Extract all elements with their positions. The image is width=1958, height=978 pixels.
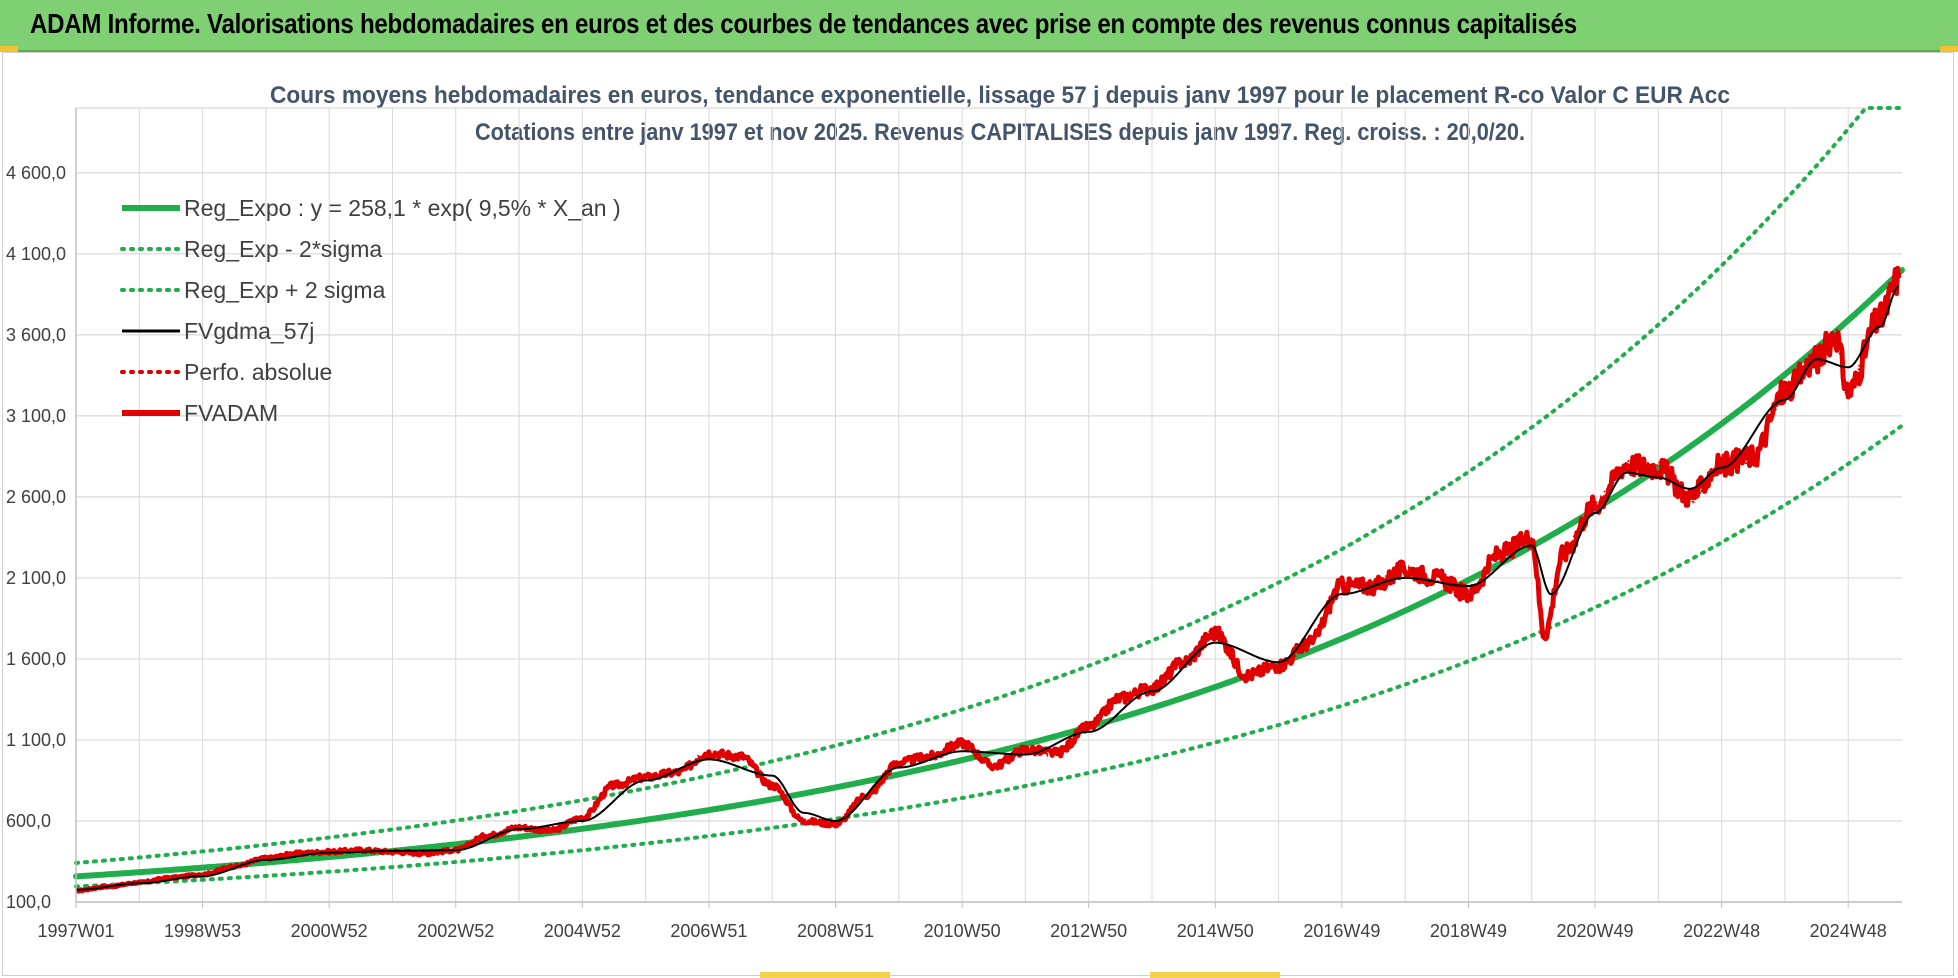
x-tick-label: 2020W49: [1556, 921, 1633, 941]
x-tick-label: 2000W52: [291, 921, 368, 941]
x-tick-label: 2012W50: [1050, 921, 1127, 941]
y-tick-label: 3 100,0: [6, 406, 66, 426]
y-tick-label: 3 600,0: [6, 325, 66, 345]
x-tick-label: 2018W49: [1430, 921, 1507, 941]
bottom-tab-1: [760, 972, 890, 978]
corner-marker-left: [0, 46, 18, 52]
x-tick-label: 2002W52: [417, 921, 494, 941]
x-tick-label: 2016W49: [1303, 921, 1380, 941]
series-reg-exp-minus-2-sigma: [74, 423, 1904, 889]
x-tick-label: 2014W50: [1177, 921, 1254, 941]
corner-marker-right: [1940, 46, 1958, 52]
legend-label: FVgdma_57j: [184, 318, 314, 344]
y-tick-label: 2 600,0: [6, 487, 66, 507]
axis-layer: 100,0 600,0 1 100,0 1 600,0 2 100,0 2 600,0 3 …: [6, 108, 1902, 941]
y-tick-label: 100,0: [6, 892, 51, 912]
legend-label: Reg_Expo : y = 258,1 * exp( 9,5% * X_an …: [184, 195, 621, 221]
series-fvgdma-57j: [76, 285, 1900, 891]
y-tick-label: 1 100,0: [6, 730, 66, 750]
chart-subtitle: Cotations entre janv 1997 et nov 2025. R…: [475, 119, 1525, 146]
x-tick-label: 2022W48: [1683, 921, 1760, 941]
series-reg-expo: [73, 267, 1905, 880]
x-tick-label: 1998W53: [164, 921, 241, 941]
series-fvadam: [74, 265, 1902, 894]
legend: Reg_Expo : y = 258,1 * exp( 9,5% * X_an …: [120, 195, 621, 426]
x-tick-label: 2006W51: [670, 921, 747, 941]
bottom-tab-2: [1150, 972, 1280, 978]
y-tick-label: 2 100,0: [6, 568, 66, 588]
series-perfo-absolue: [75, 276, 1900, 892]
legend-label: Perfo. absolue: [184, 359, 332, 385]
grid: [75, 107, 1902, 903]
series-reg-exp-plus-2-sigma: [74, 106, 1904, 865]
series-layer: [73, 106, 1905, 894]
x-tick-label: 2008W51: [797, 921, 874, 941]
y-tick-label: 600,0: [6, 811, 51, 831]
title-banner: ADAM Informe. Valorisations hebdomadaire…: [0, 0, 1958, 52]
y-tick-label: 1 600,0: [6, 649, 66, 669]
x-tick-label: 1997W01: [37, 921, 114, 941]
legend-label: FVADAM: [184, 400, 278, 426]
x-tick-label: 2024W48: [1810, 921, 1887, 941]
chart-frame: [2, 52, 1954, 976]
chart-title: Cours moyens hebdomadaires en euros, ten…: [270, 82, 1730, 109]
y-tick-label: 4 600,0: [6, 163, 66, 183]
legend-label: Reg_Exp + 2 sigma: [184, 277, 386, 303]
y-tick-label: 4 100,0: [6, 244, 66, 264]
page-title: ADAM Informe. Valorisations hebdomadaire…: [30, 8, 1577, 39]
x-tick-label: 2004W52: [544, 921, 621, 941]
legend-label: Reg_Exp - 2*sigma: [184, 236, 382, 262]
x-tick-label: 2010W50: [924, 921, 1001, 941]
